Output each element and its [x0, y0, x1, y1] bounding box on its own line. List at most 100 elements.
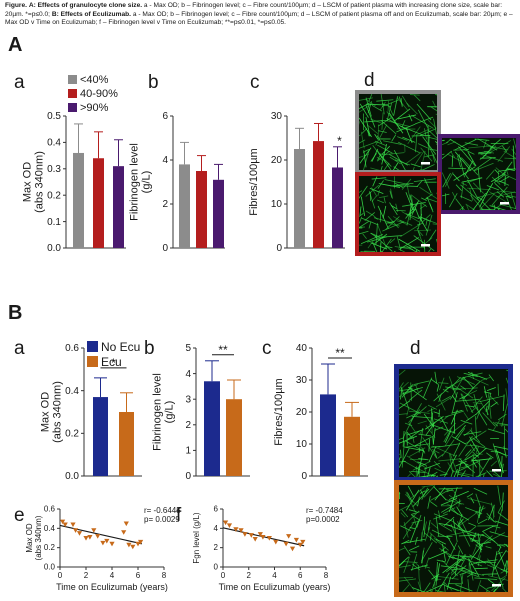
fibre-strand [452, 436, 467, 445]
fibre-strand [407, 485, 415, 497]
fibre-strand [443, 516, 455, 526]
fibre-strand [491, 186, 508, 206]
b-e-ylabel-unit: (abs 340nm) [34, 515, 43, 560]
fibre-strand [388, 153, 408, 166]
fibre-strand [423, 154, 435, 158]
fibre-strand [454, 550, 460, 576]
b-e-point-12 [121, 530, 127, 535]
fibre-strand [386, 102, 393, 122]
fibre-strand [477, 456, 491, 477]
fibre-strand [418, 458, 429, 461]
fibre-strand [362, 149, 370, 153]
b-f-point-6 [252, 536, 258, 542]
fibre-strand [359, 134, 361, 137]
fibre-strand [474, 138, 490, 141]
fibre-strand [386, 120, 411, 128]
fibre-strand [490, 460, 498, 467]
fibre-strand [500, 574, 508, 580]
fibre-strand [445, 542, 458, 566]
b-a-ytick-label: 0.4 [65, 386, 79, 397]
fibre-strand [432, 223, 437, 225]
fibre-strand [466, 572, 474, 578]
fibre-strand [482, 573, 498, 575]
fibre-strand [408, 545, 420, 551]
fibre-strand [415, 249, 417, 252]
fibre-strand [454, 425, 466, 439]
fibre-strand [473, 394, 479, 411]
fibre-strand [476, 580, 482, 592]
b-a-ytick-label: 0.6 [65, 343, 79, 354]
a-c-bar-0 [294, 149, 305, 248]
fibre-strand [463, 172, 469, 180]
b-f-r-value: r= -0.7484 [306, 506, 343, 515]
fibre-strand [412, 488, 430, 508]
fibre-strand [402, 136, 416, 143]
a-a-ytick-label: 0.4 [47, 138, 61, 149]
fibre-strand [393, 166, 400, 170]
fibre-strand [370, 118, 383, 124]
fibre-strand [399, 565, 411, 568]
fibre-strand [453, 469, 458, 477]
b-e-point-17 [138, 539, 144, 545]
fibre-strand [495, 191, 516, 198]
fibre-strand [441, 439, 455, 457]
fibre-strand [428, 248, 432, 252]
b-f-ytick-label: 4 [214, 524, 219, 533]
caption-a-text: a - Max OD; b – Fibrinogen level; c – Fi… [5, 2, 503, 18]
fibre-strand [450, 384, 458, 398]
fibre-strand [452, 518, 458, 542]
fibre-strand [431, 473, 436, 477]
fibre-strand [406, 245, 417, 252]
fibre-strand [389, 156, 401, 165]
fibre-strand [433, 513, 453, 522]
fibre-strand [492, 473, 501, 477]
fibre-strand [479, 395, 505, 403]
b-a-legend-label-0: No Ecu [101, 340, 140, 354]
fibre-strand [417, 420, 427, 425]
fibre-strand [468, 558, 480, 576]
fibre-strand [393, 96, 398, 117]
fibre-strand [397, 136, 408, 141]
fibre-strand [359, 206, 362, 216]
fibre-strand [472, 192, 486, 210]
caption-b-text: a - Max OD; b – Fibrinogen level; c – Fi… [5, 10, 513, 27]
fibre-strand [440, 498, 458, 506]
a-c-bar-1 [313, 141, 324, 248]
fibre-strand [398, 248, 406, 252]
fibre-strand [433, 486, 447, 501]
b-f-point-12 [286, 534, 292, 539]
fibre-strand [482, 531, 502, 548]
fibre-strand [491, 525, 501, 529]
fibre-strand [456, 427, 466, 440]
fibre-strand [487, 392, 490, 401]
fibre-strand [417, 213, 423, 230]
fibre-strand [484, 150, 495, 154]
fibre-strand [403, 545, 411, 556]
fibre-strand [415, 384, 419, 393]
b-c-ytick-label: 0 [301, 471, 307, 482]
fibre-strand [432, 575, 438, 589]
fibre-strand [433, 513, 448, 520]
fibre-strand [427, 519, 431, 531]
b-e-point-14 [126, 542, 132, 548]
fibre-strand [479, 584, 491, 592]
b-e-point-3 [73, 528, 79, 533]
fibre-strand [423, 530, 426, 538]
fibre-strand [492, 588, 497, 592]
fibre-strand [408, 208, 417, 216]
b-f-point-7 [257, 532, 263, 537]
a-b-ytick-label: 4 [162, 155, 168, 166]
fibre-strand [472, 402, 482, 404]
fibre-strand [465, 449, 472, 457]
b-a-ytick-label: 0.0 [65, 471, 79, 482]
b-e-xtick-label: 6 [136, 571, 141, 580]
fibre-strand [470, 194, 484, 210]
fibre-strand [411, 202, 419, 216]
fibre-strand [410, 163, 421, 168]
fibre-strand [439, 547, 455, 560]
b-f-point-16 [300, 539, 306, 545]
section-a-label: A [8, 34, 23, 56]
b-f-point-10 [273, 539, 279, 545]
fibre-strand [460, 470, 466, 477]
fibre-strand [486, 452, 494, 459]
